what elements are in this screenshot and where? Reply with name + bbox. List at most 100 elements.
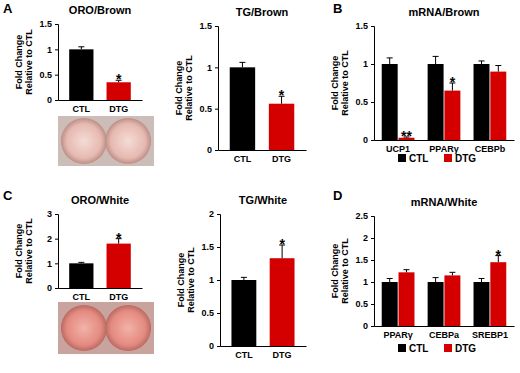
legend-item: CTL (398, 343, 428, 354)
bar (444, 91, 460, 140)
chart-title: ORO/White (71, 194, 129, 206)
x-axis-line (221, 346, 307, 347)
chart: BmRNA/BrownFold ChangeRelative to CTL***… (330, 1, 515, 164)
bar (490, 72, 506, 140)
x-axis: CTLDTG (59, 288, 143, 302)
y-tick-label: 0 (363, 135, 368, 145)
y-tick: 1 (207, 63, 218, 73)
y-tick-mark (55, 263, 58, 264)
y-axis: 00.511.5 (355, 21, 374, 145)
x-tick-label: CTL (73, 104, 91, 114)
bar (231, 280, 256, 346)
x-tick: CTL (235, 346, 253, 360)
y-tick-label: 1.5 (201, 242, 214, 252)
error-bar (479, 61, 485, 64)
y-axis-label: Relative to CTL (340, 50, 350, 116)
y-tick-mark (55, 288, 58, 289)
x-tick-label: DTG (109, 292, 128, 302)
y-tick-label: 0.5 (355, 299, 368, 309)
chart: CORO/WhiteFold ChangeRelative to CTL*012… (3, 188, 143, 302)
y-tick: 1 (47, 259, 58, 269)
error-bar-stem (435, 56, 436, 64)
significance-marker: * (450, 74, 456, 90)
y-tick-mark (217, 346, 220, 347)
y-tick-label: 2 (363, 233, 368, 243)
significance-marker: * (116, 230, 122, 246)
error-bar (387, 58, 393, 64)
y-tick-mark (371, 260, 374, 261)
bar (270, 258, 295, 346)
y-axis-label: Fold Change (14, 35, 24, 90)
chart-title: mRNA/White (411, 196, 478, 208)
y-axis-label: Relative to CTL (24, 29, 34, 95)
photo-well (61, 118, 107, 164)
y-axis-label: Fold Change (330, 244, 340, 299)
y-tick: 1 (363, 277, 374, 287)
y-tick: 2 (47, 234, 58, 244)
x-tick: DTG (272, 150, 291, 164)
y-tick: 1.5 (355, 255, 374, 265)
y-tick-label: 1 (209, 275, 214, 285)
bar (230, 67, 255, 150)
y-tick-label: 1 (207, 63, 212, 73)
y-tick-mark (215, 67, 218, 68)
y-tick-mark (55, 49, 58, 50)
y-tick-label: 1 (363, 277, 368, 287)
legend: CTL DTG (398, 343, 476, 354)
legend-swatch (444, 344, 452, 352)
chart: TG/BrownFold ChangeRelative to CTL*00.51… (174, 6, 307, 164)
y-tick: 1 (47, 45, 58, 55)
x-axis-line (219, 150, 307, 151)
y-tick-mark (55, 100, 58, 101)
error-bar (495, 66, 501, 72)
y-axis-label: Relative to CTL (24, 218, 34, 284)
bar (69, 49, 93, 100)
bar (107, 244, 131, 288)
y-tick: 1.5 (201, 242, 220, 252)
y-tick: 0 (363, 321, 374, 331)
legend-swatch (398, 154, 406, 162)
bar (444, 275, 460, 326)
error-bar-stem (242, 62, 243, 67)
y-tick-label: 0.5 (201, 308, 214, 318)
y-axis: 00.511.52 (201, 209, 220, 351)
error-bar (78, 47, 84, 50)
y-tick: 3 (47, 209, 58, 219)
y-tick: 0 (209, 341, 220, 351)
x-tick-label: CTL (234, 154, 252, 164)
y-tick-label: 2.5 (355, 211, 368, 221)
y-tick-label: 0 (207, 145, 212, 155)
error-bar-cap (433, 56, 439, 57)
y-tick: 2.5 (355, 211, 374, 221)
x-axis-line (375, 140, 515, 141)
bar (474, 64, 490, 140)
error-bar-stem (389, 58, 390, 64)
y-tick-label: 1.5 (199, 21, 212, 31)
x-tick: DTG (109, 288, 128, 302)
chart: DmRNA/WhiteFold ChangeRelative to CTL*00… (330, 188, 515, 354)
figure: AORO/BrownFold ChangeRelative to CTL*00.… (0, 0, 520, 373)
x-tick: SREBP1 (472, 326, 508, 340)
chart: TG/WhiteFold ChangeRelative to CTL*00.51… (176, 194, 307, 360)
x-axis: CTLDTG (59, 100, 143, 114)
legend-label: CTL (409, 343, 428, 354)
error-bar-stem (481, 278, 482, 282)
plot-marks (382, 256, 507, 326)
y-tick: 1 (209, 275, 220, 285)
error-bar-cap (403, 269, 409, 270)
error-bar-stem (435, 278, 436, 282)
y-tick-label: 0 (47, 95, 52, 105)
legend-swatch (444, 154, 452, 162)
legend-label: CTL (409, 153, 428, 164)
photo-well (105, 305, 151, 351)
bar (382, 282, 398, 326)
bar (269, 104, 294, 150)
error-bar-cap (78, 262, 84, 263)
y-tick-mark (55, 75, 58, 76)
y-tick: 0.5 (355, 97, 374, 107)
legend-label: DTG (455, 343, 476, 354)
error-bar-cap (239, 62, 245, 63)
error-bar (449, 272, 455, 275)
y-tick-label: 1 (363, 59, 368, 69)
x-tick-label: UCP1 (386, 144, 410, 154)
